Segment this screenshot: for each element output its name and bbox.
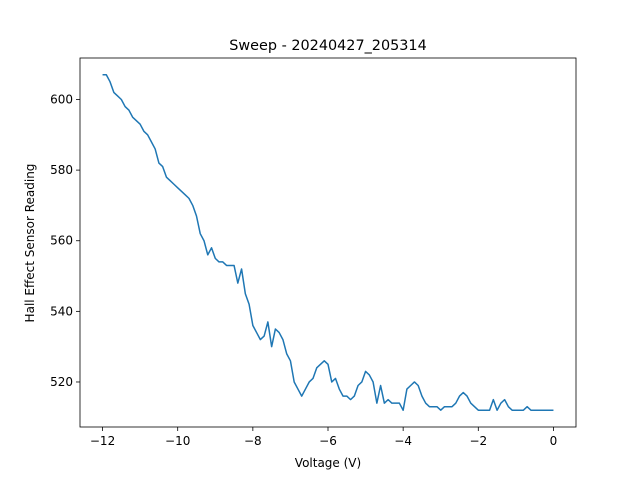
- data-line: [102, 74, 554, 411]
- chart-title: Sweep - 20240427_205314: [229, 38, 426, 54]
- y-tick-label: 600: [50, 92, 73, 106]
- x-tick-label: −2: [469, 434, 487, 448]
- x-tick-label: −4: [394, 434, 412, 448]
- x-axis-label: Voltage (V): [295, 456, 361, 470]
- x-tick-label: 0: [550, 434, 558, 448]
- y-axis-label: Hall Effect Sensor Reading: [23, 164, 37, 323]
- y-tick-label: 560: [50, 234, 73, 248]
- x-tick-label: −6: [319, 434, 337, 448]
- y-tick-label: 540: [50, 304, 73, 318]
- y-tick-label: 580: [50, 163, 73, 177]
- x-tick-label: −12: [90, 434, 115, 448]
- x-tick-label: −8: [244, 434, 262, 448]
- plot-frame: [79, 57, 577, 428]
- y-tick-label: 520: [50, 375, 73, 389]
- x-tick-label: −10: [165, 434, 190, 448]
